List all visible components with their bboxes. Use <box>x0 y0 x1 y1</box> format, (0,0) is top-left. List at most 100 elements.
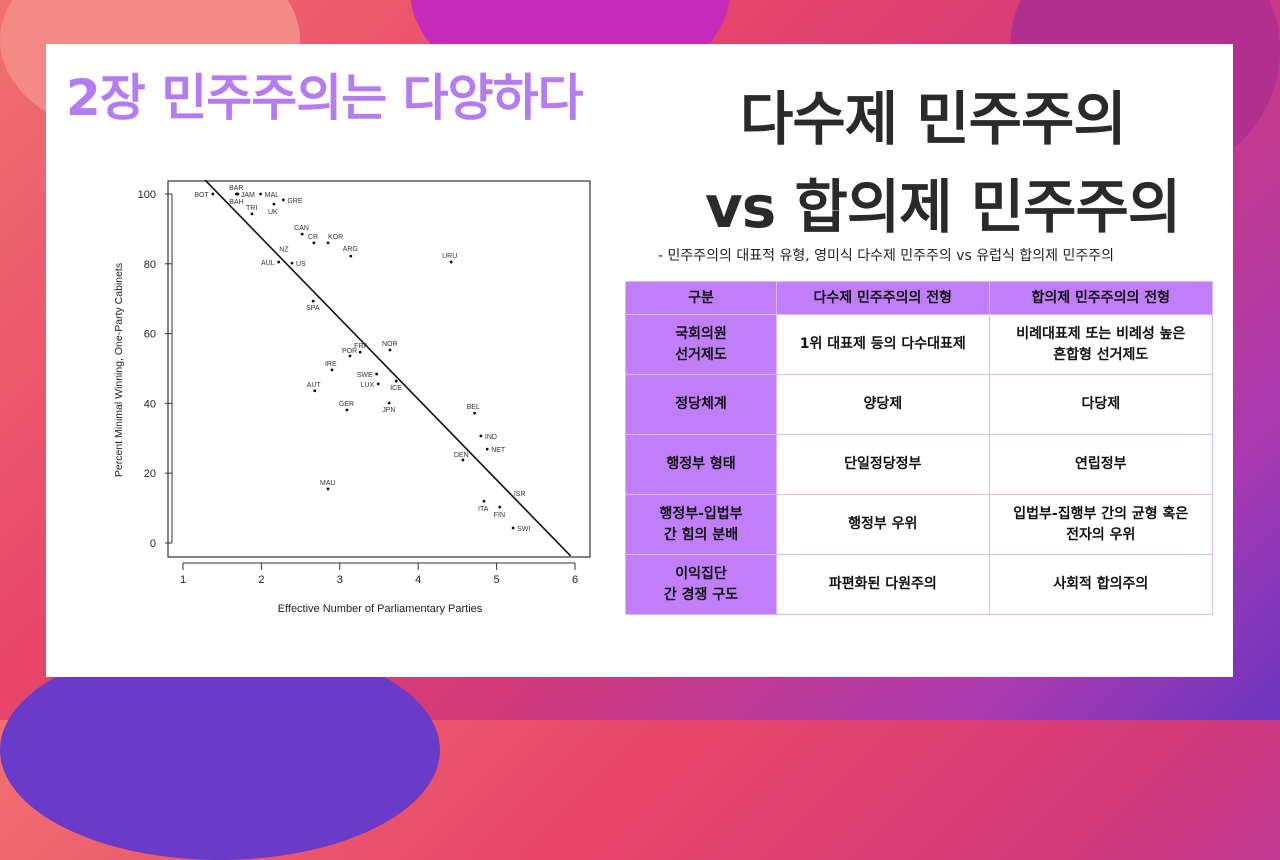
main-title-line2: vs 합의제 민주주의 <box>705 173 1181 241</box>
table-header-row: 구분 다수제 민주주의의 전형 합의제 민주주의의 전형 <box>625 281 1214 315</box>
point-label-bel: BEL <box>467 404 480 411</box>
data-point-uru <box>449 260 453 264</box>
data-point-ind <box>479 434 483 438</box>
table-row: 이익집단 간 경쟁 구도 파편화된 다원주의 사회적 합의주의 <box>625 554 1214 615</box>
data-point-aut <box>313 389 317 393</box>
point-label-bot: BOT <box>194 192 209 199</box>
data-point-tri <box>250 212 254 216</box>
data-point-ire <box>330 368 334 372</box>
point-label-ice: ICE <box>390 385 402 392</box>
point-label-nor: NOR <box>382 341 398 348</box>
point-label-swi: SWI <box>517 526 530 533</box>
data-point-lux <box>376 382 380 386</box>
point-label-isr: ISR <box>514 491 526 498</box>
data-point-uk <box>272 202 276 206</box>
data-point-fin <box>498 505 502 509</box>
table-row: 국회의원 선거제도 1위 대표제 등의 다수대표제 비례대표제 또는 비례성 높은 … <box>625 314 1214 375</box>
point-label-gre: GRE <box>287 198 303 205</box>
y-tick-label: 0 <box>150 538 156 550</box>
x-tick-label: 1 <box>180 574 186 586</box>
row-label: 행정부 형태 <box>625 434 777 495</box>
data-point-can <box>300 232 304 236</box>
point-label-por: POR <box>342 348 357 355</box>
data-point-spa <box>311 299 315 303</box>
point-label-ire: IRE <box>325 361 337 368</box>
data-point-kor <box>326 241 330 245</box>
y-tick-label: 60 <box>144 329 156 341</box>
point-label-bar: BAR <box>229 185 243 192</box>
scatter-chart: 0 20 40 60 80 100 1 2 3 4 5 6 Effective Number of Pa… <box>113 179 591 615</box>
data-point-us <box>290 261 294 265</box>
point-label-arg: ARG <box>343 246 358 253</box>
point-label-fra: FRA <box>354 343 368 350</box>
cell: 비례대표제 또는 비례성 높은 혼합형 선거제도 <box>988 314 1214 375</box>
x-axis-label: Effective Number of Parliamentary Partie… <box>278 603 483 615</box>
point-label-spa: SPA <box>306 305 320 312</box>
point-label-aul: AUL <box>261 260 275 267</box>
regression-line <box>204 179 572 557</box>
header-majoritarian: 다수제 민주주의의 전형 <box>776 281 990 315</box>
x-tick-label: 4 <box>415 574 421 586</box>
y-tick-label: 40 <box>144 398 156 410</box>
data-point-mau <box>326 487 330 491</box>
data-point-bel <box>473 411 477 415</box>
point-label-den: DEN <box>454 452 469 459</box>
cell: 양당제 <box>776 374 990 435</box>
x-tick-label: 3 <box>337 574 343 586</box>
data-point-jpn <box>387 401 391 405</box>
point-label-us: US <box>296 261 306 268</box>
main-title-line1: 다수제 민주주의 <box>740 85 1127 153</box>
point-label-uru: URU <box>442 253 457 260</box>
data-point-ice <box>394 379 398 383</box>
cell: 행정부 우위 <box>776 494 990 555</box>
cell: 사회적 합의주의 <box>988 554 1214 615</box>
x-tick-label: 6 <box>572 574 578 586</box>
cell: 다당제 <box>988 374 1214 435</box>
table-row: 정당체계 양당제 다당제 <box>625 374 1214 435</box>
data-point-mal <box>259 192 263 196</box>
cell: 단일정당정부 <box>776 434 990 495</box>
point-label-fin: FIN <box>494 512 505 519</box>
data-point-ger <box>345 408 349 412</box>
data-point-den <box>461 458 465 462</box>
point-label-mal: MAL <box>265 192 280 199</box>
y-tick-label: 80 <box>144 259 156 271</box>
data-point-net <box>485 447 489 451</box>
point-label-mau: MAU <box>320 480 336 487</box>
data-point-fra <box>358 350 362 354</box>
point-label-ind: IND <box>485 434 497 441</box>
table-row: 행정부 형태 단일정당정부 연립정부 <box>625 434 1214 495</box>
cell: 파편화된 다원주의 <box>776 554 990 615</box>
data-point-por <box>348 354 352 358</box>
point-label-cr: CR <box>308 234 318 241</box>
data-point-bot <box>211 192 215 196</box>
row-label: 이익집단 간 경쟁 구도 <box>625 554 777 615</box>
table-row: 행정부-입법부 간 힘의 분배 행정부 우위 입법부-집행부 간의 균형 혹은 전자… <box>625 494 1214 555</box>
y-tick-label: 20 <box>144 468 156 480</box>
x-tick-label: 2 <box>258 574 264 586</box>
cell: 연립정부 <box>988 434 1214 495</box>
point-label-aut: AUT <box>307 382 322 389</box>
point-label-lux: LUX <box>361 382 375 389</box>
point-label-swe: SWE <box>357 372 373 379</box>
row-label: 국회의원 선거제도 <box>625 314 777 375</box>
point-label-ita: ITA <box>478 506 489 513</box>
subtitle: - 민주주의의 대표적 유형, 영미식 다수제 민주주의 vs 유럽식 합의제 … <box>658 248 1114 264</box>
data-point-cr <box>312 241 316 245</box>
cell: 1위 대표제 등의 다수대표제 <box>776 314 990 375</box>
header-category: 구분 <box>625 281 777 315</box>
data-point-swi <box>511 526 515 530</box>
x-tick-label: 5 <box>494 574 500 586</box>
y-tick-label: 100 <box>138 189 156 201</box>
data-point-nor <box>388 348 392 352</box>
row-label: 행정부-입법부 간 힘의 분배 <box>625 494 777 555</box>
data-point-swe <box>375 372 379 376</box>
point-label-nz: NZ <box>279 246 289 253</box>
point-label-ger: GER <box>339 401 354 408</box>
row-label: 정당체계 <box>625 374 777 435</box>
point-label-bah: BAH <box>229 199 243 206</box>
point-label-uk: UK <box>268 209 278 216</box>
header-consensus: 합의제 민주주의의 전형 <box>988 281 1214 315</box>
data-point-ita <box>482 499 486 503</box>
data-point-gre <box>281 198 285 202</box>
